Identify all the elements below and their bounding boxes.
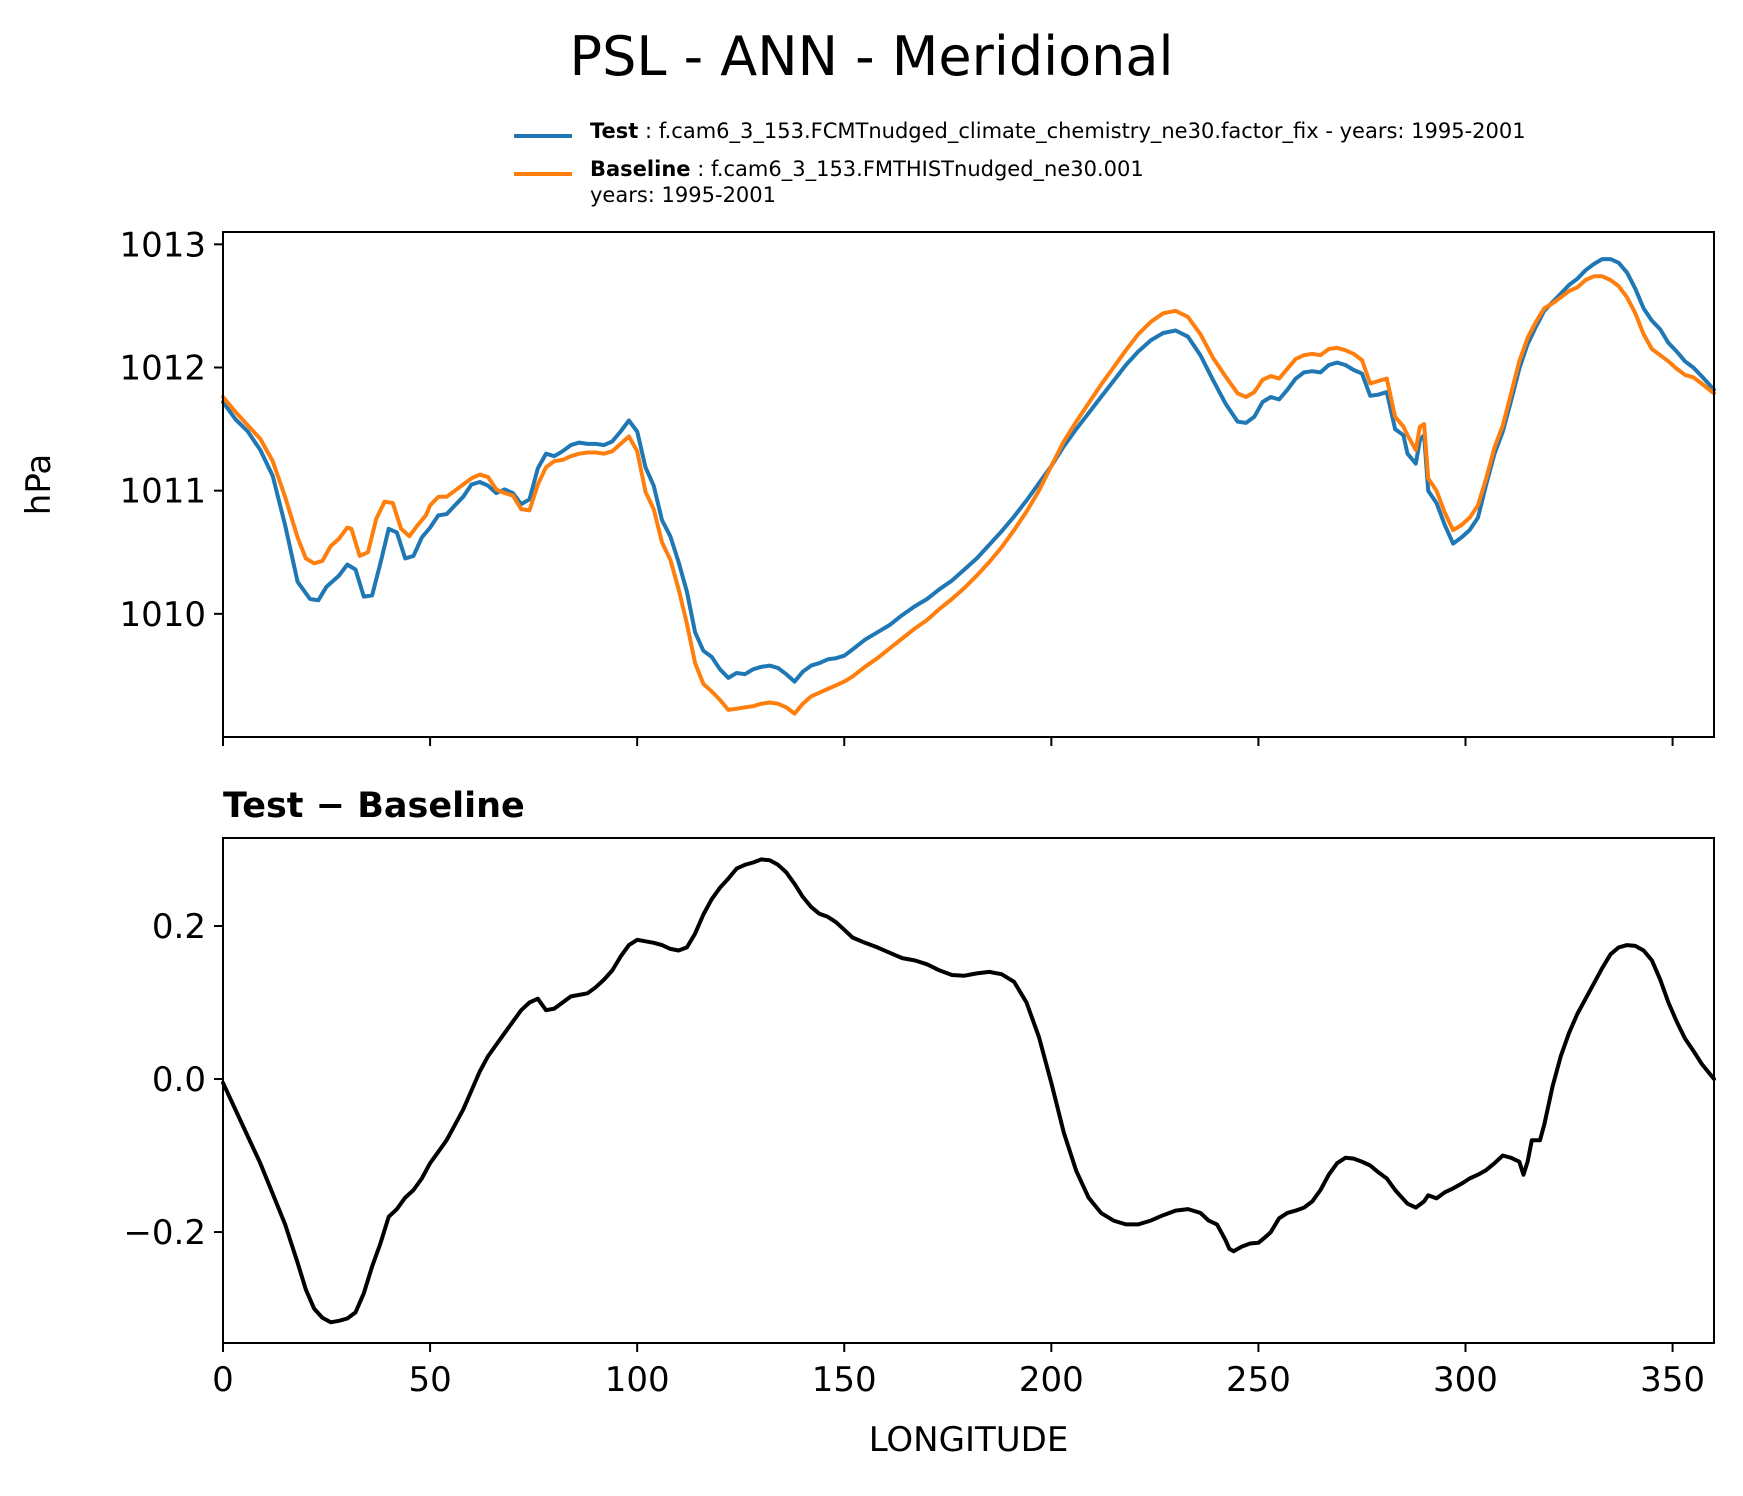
panel2-xtick-label: 350 — [1640, 1360, 1705, 1400]
panel1-ytick-label: 1010 — [119, 595, 206, 635]
legend-entry-test: Test : f.cam6_3_153.FCMTnudged_climate_c… — [514, 118, 1526, 144]
panel2-ytick-label: 0.2 — [152, 907, 206, 947]
panel1-ytick-label: 1012 — [119, 348, 206, 388]
panel1-frame — [222, 231, 1715, 738]
panel2-xtick-label: 250 — [1226, 1360, 1291, 1400]
panel2-xtick-label: 300 — [1433, 1360, 1498, 1400]
panel2-xtick-label: 150 — [812, 1360, 877, 1400]
panel2-xtick-label: 0 — [212, 1360, 234, 1400]
panel1-series-baseline — [221, 274, 1716, 716]
legend-baseline-years: years: 1995-2001 — [590, 183, 777, 207]
panel2-ytick-label: −0.2 — [123, 1213, 206, 1253]
legend-baseline-name: Baseline — [590, 157, 691, 181]
panel2-frame — [222, 837, 1715, 1344]
legend-swatch-baseline — [514, 172, 572, 176]
panel2-series-test-baseline — [221, 857, 1716, 1325]
legend-test-name: Test — [590, 119, 639, 143]
panel2-xlabel: LONGITUDE — [869, 1420, 1069, 1460]
figure-title: PSL - ANN - Meridional — [569, 25, 1174, 88]
panel2-title: Test − Baseline — [223, 786, 525, 826]
legend: Test : f.cam6_3_153.FCMTnudged_climate_c… — [514, 118, 1526, 220]
legend-test-sep: : — [638, 119, 659, 143]
legend-baseline-desc: f.cam6_3_153.FMTHISTnudged_ne30.001 — [710, 157, 1144, 181]
legend-baseline-sep: : — [690, 157, 711, 181]
panel1-ylabel: hPa — [19, 454, 59, 515]
panel1-ytick-label: 1011 — [119, 472, 206, 512]
panel2-ytick-label: 0.0 — [152, 1060, 206, 1100]
panel2-xtick-label: 100 — [605, 1360, 670, 1400]
legend-test-desc: f.cam6_3_153.FCMTnudged_climate_chemistr… — [658, 119, 1526, 143]
panel2-xtick-label: 50 — [408, 1360, 451, 1400]
panel2-xtick-label: 200 — [1019, 1360, 1084, 1400]
legend-swatch-test — [514, 134, 572, 138]
legend-entry-baseline: Baseline : f.cam6_3_153.FMTHISTnudged_ne… — [514, 156, 1526, 208]
panel1-ytick-label: 1013 — [119, 225, 206, 265]
